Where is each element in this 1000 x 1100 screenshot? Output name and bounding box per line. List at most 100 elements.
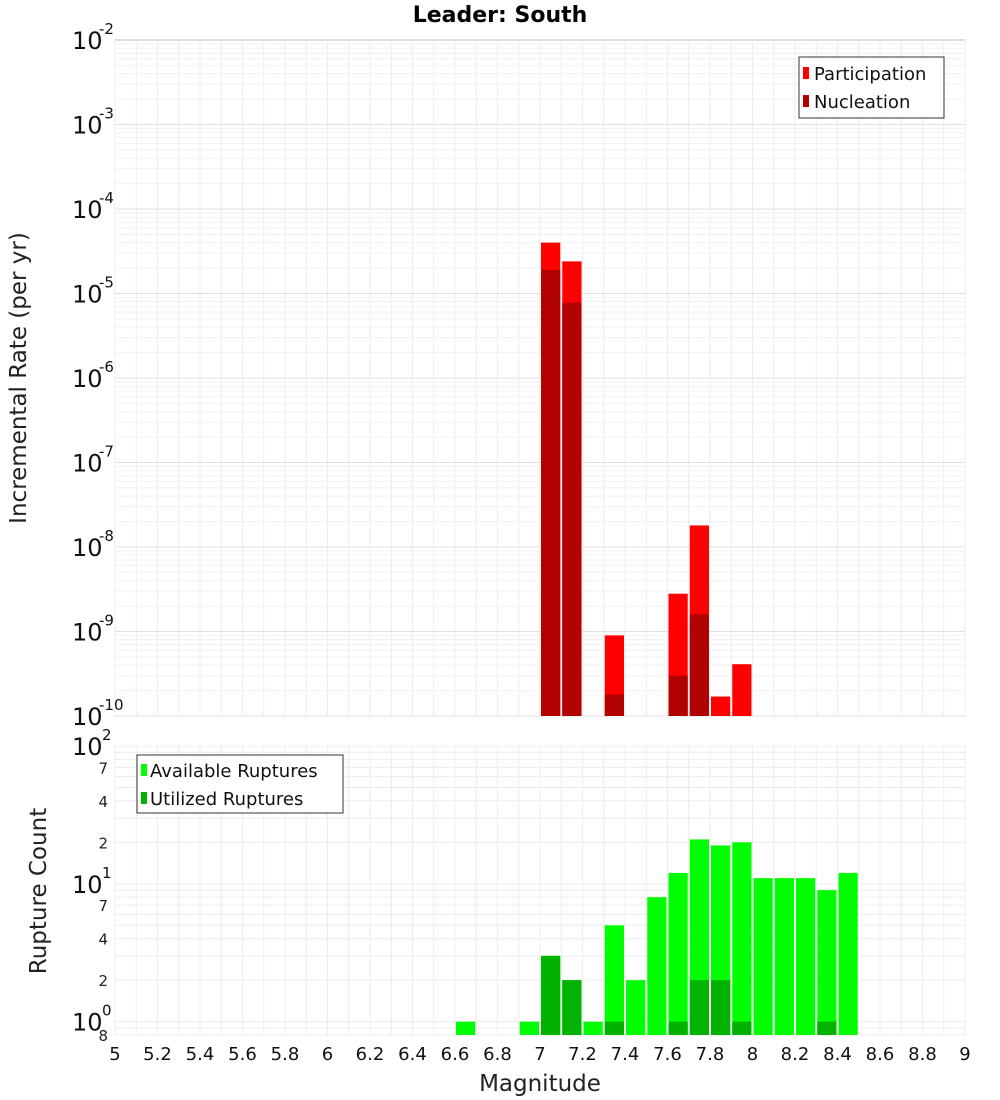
y-tick-exponent: 0	[102, 1002, 112, 1020]
y-tick-label: 10	[72, 196, 103, 224]
available-legend-swatch	[141, 764, 147, 776]
top-bar-b	[562, 302, 582, 716]
x-tick-label: 6.8	[483, 1044, 512, 1065]
y-tick-exponent: -2	[99, 20, 114, 38]
chart-title: Leader: South	[413, 3, 588, 28]
y-tick-label: 10	[72, 450, 103, 478]
available-legend-label: Available Ruptures	[150, 761, 318, 782]
bottom-grid	[114, 745, 966, 1036]
utilized-legend-label: Utilized Ruptures	[150, 789, 303, 810]
y-tick-label: 10	[72, 27, 103, 55]
bottom-bars	[456, 839, 858, 1035]
x-tick-label: 7.2	[568, 1044, 597, 1065]
nucleation-legend-label: Nucleation	[814, 92, 910, 113]
x-tick-label: 8.8	[908, 1044, 937, 1065]
y-tick-label: 10	[72, 534, 103, 562]
top-bar-a	[711, 696, 731, 716]
top-bars	[541, 242, 752, 717]
y-tick-exponent: 2	[102, 726, 112, 744]
top-y-axis-label: Incremental Rate (per yr)	[6, 232, 32, 524]
x-tick-label: 8.6	[866, 1044, 895, 1065]
x-tick-label: 7.4	[611, 1044, 640, 1065]
x-tick-label: 5.8	[271, 1044, 300, 1065]
bottom-legend-box	[136, 754, 344, 814]
x-tick-label: 6.4	[398, 1044, 427, 1065]
top-bar-a	[732, 664, 752, 716]
top-panel: 10-210-310-410-510-610-710-810-910-10 In…	[6, 20, 966, 731]
bottom-bar-a	[838, 872, 858, 1035]
x-tick-label: 9	[959, 1044, 970, 1065]
participation-legend-swatch	[803, 67, 809, 79]
y-tick-exponent: -7	[99, 443, 114, 461]
bottom-bar-a	[753, 878, 773, 1035]
y-tick-exponent: -10	[99, 696, 124, 714]
y-tick-label: 10	[72, 733, 103, 761]
y-tick-label: 10	[72, 703, 103, 731]
x-tick-label: 6.2	[356, 1044, 385, 1065]
y-tick-exponent: 1	[102, 864, 112, 882]
bottom-bar-a	[626, 980, 646, 1035]
y-minor-tick-label: 4	[98, 793, 108, 811]
bottom-bar-a	[668, 872, 688, 1035]
bottom-bar-a	[817, 890, 837, 1035]
bottom-legend: Available Ruptures Utilized Ruptures	[136, 754, 344, 814]
y-minor-tick-label: 7	[98, 759, 108, 777]
x-tick-label: 7	[534, 1044, 545, 1065]
bottom-bar-a	[774, 878, 794, 1035]
x-tick-label: 7.6	[653, 1044, 682, 1065]
bottom-y-axis-label: Rupture Count	[26, 808, 52, 974]
y-tick-exponent: -5	[99, 274, 114, 292]
bottom-bar-b	[732, 1021, 752, 1035]
bottom-bar-b	[562, 980, 582, 1035]
x-tick-label: 8.2	[781, 1044, 810, 1065]
y-tick-label: 10	[72, 619, 103, 647]
x-tick-label: 6.6	[441, 1044, 470, 1065]
x-tick-label: 5.6	[228, 1044, 257, 1065]
bottom-bar-b	[604, 1021, 624, 1035]
y-tick-exponent: -3	[99, 105, 114, 123]
x-axis-label: Magnitude	[479, 1071, 601, 1097]
x-tick-labels: 5 5.2 5.4 5.6 5.8 6 6.2 6.4 6.6 6.8 7 7.2 7.4 7.6 7.8 8…	[109, 1044, 970, 1065]
participation-legend-label: Participation	[814, 64, 926, 85]
top-bar-b	[668, 675, 688, 716]
bottom-bar-a	[604, 925, 624, 1035]
top-bar-b	[604, 694, 624, 716]
y-minor-tick-label: 2	[98, 972, 108, 990]
bottom-bar-b	[541, 955, 561, 1035]
y-tick-label: 10	[72, 871, 103, 899]
bottom-bar-a	[732, 842, 752, 1035]
nucleation-legend-swatch	[803, 95, 809, 107]
y-tick-label: 10	[72, 1009, 103, 1037]
top-legend: Participation Nucleation	[798, 56, 945, 119]
bottom-bar-b	[817, 1021, 837, 1035]
y-minor-tick-label: 2	[98, 834, 108, 852]
x-tick-label: 8.4	[823, 1044, 852, 1065]
top-grid	[114, 40, 966, 717]
x-tick-label: 7.8	[696, 1044, 725, 1065]
y-minor-tick-label: 7	[98, 897, 108, 915]
y-tick-exponent: -8	[99, 527, 114, 545]
y-tick-exponent: -9	[99, 612, 114, 630]
bottom-bar-a	[456, 1021, 476, 1035]
y-tick-label: 10	[72, 365, 103, 393]
bottom-bar-b	[668, 1021, 688, 1035]
y-minor-tick-label: 4	[98, 931, 108, 949]
y-minor-tick-label: 8	[98, 1027, 108, 1045]
y-tick-exponent: -4	[99, 189, 114, 207]
top-bar-b	[541, 269, 561, 716]
bottom-bar-b	[711, 980, 731, 1035]
x-tick-label: 6	[322, 1044, 333, 1065]
bottom-bar-a	[519, 1021, 539, 1035]
top-y-tick-labels: 10-210-310-410-510-610-710-810-910-10	[72, 20, 124, 731]
top-bar-b	[689, 614, 709, 716]
bottom-bar-a	[647, 897, 667, 1035]
bottom-bar-a	[583, 1021, 603, 1035]
x-tick-label: 8	[747, 1044, 758, 1065]
bottom-bar-b	[689, 980, 709, 1035]
y-tick-label: 10	[72, 281, 103, 309]
utilized-legend-swatch	[141, 792, 147, 804]
top-legend-box	[798, 56, 945, 119]
